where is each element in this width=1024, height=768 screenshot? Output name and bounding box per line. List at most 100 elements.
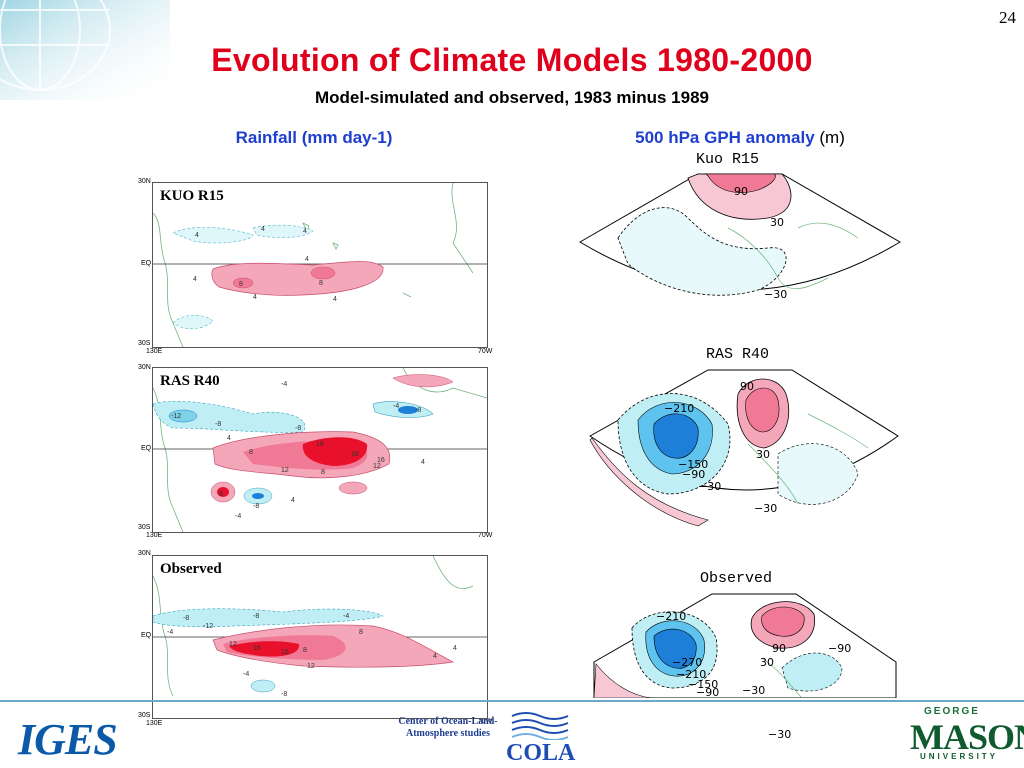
gmu-logo-george: GEORGE [924,706,980,717]
contour-label: 4 [305,256,309,263]
contour-label: 4 [193,276,197,283]
contour-label: -8 [253,613,259,620]
contour-label: -8 [295,425,301,432]
lat-bottom-label: 30S [138,524,151,531]
cola-caption: Center of Ocean-Land-Atmosphere studies [398,716,498,739]
contour-label: 8 [239,281,243,288]
lat-eq-label: EQ [141,260,152,267]
contour-label: 4 [333,296,337,303]
gph-heading-text: 500 hPa GPH anomaly [635,128,815,147]
contour-label: 8 [219,491,223,498]
contour-label: -4 [281,381,287,388]
gph-heading: 500 hPa GPH anomaly (m) [590,128,890,148]
lat-bottom-label: 30S [138,712,151,719]
contour-label: -4 [393,403,399,410]
lat-top-label: 30N [138,178,151,185]
contour-label: 4 [453,645,457,652]
contour-label: 16 [281,649,289,656]
contour-label: -4 [235,513,241,520]
contour-label: -8 [281,691,287,698]
lon-right-label: 70W [478,532,493,539]
lon-left-label: 130E [146,720,163,727]
gph-contour-label: −30 [754,502,777,515]
panel-label-observed: Observed [158,561,224,578]
contour-label: 8 [249,449,253,456]
gph-map-title-observed: Observed [700,570,773,587]
gph-contour-label: −150 [688,678,718,691]
gph-contour-label: −90 [696,686,719,698]
rainfall-panel-kuo: 4 4 4 4 8 8 4 4 4 KUO R15 [152,182,488,348]
gph-contour-label: −30 [742,684,765,697]
contour-label: -4 [167,629,173,636]
contour-label: 16 [253,645,261,652]
gph-map-title-kuo: Kuo R15 [696,151,760,168]
gph-contour-label-bottom: −30 [768,728,792,741]
gmu-logo-mason: MASON [910,717,1024,757]
contour-label: 4 [261,226,265,233]
contour-label: 8 [319,280,323,287]
gph-contour-label: −90 [828,642,851,655]
panel-label-kuo: KUO R15 [158,188,226,205]
iges-logo: IGES [18,715,118,764]
contour-label: 4 [195,232,199,239]
gph-contour-label: 30 [770,216,784,229]
rainfall-map-kuo: 4 4 4 4 8 8 4 4 4 [153,183,487,347]
gph-contour-label: 90 [772,642,786,655]
contour-label: 12 [281,467,289,474]
slide-subtitle: Model-simulated and observed, 1983 minus… [315,88,709,107]
contour-label: -12 [171,413,181,420]
gph-contour-label: −30 [698,480,721,493]
contour-label: 4 [253,294,257,301]
contour-label: 4 [421,459,425,466]
lat-bottom-label: 30S [138,340,151,347]
gph-contour-label: 30 [756,448,770,461]
contour-label: 12 [307,663,315,670]
gph-contour-label: −210 [656,610,686,623]
slide-title: Evolution of Climate Models 1980-2000 [211,42,813,78]
rainfall-heading: Rainfall (mm day-1) [235,128,393,147]
gph-contour-label: −270 [672,656,702,669]
gph-heading-unit: (m) [819,128,845,147]
gph-map-ras: −210 90 30 −150 −90 −30 −30 [589,369,899,527]
lat-top-label: 30N [138,364,151,371]
contour-label: -8 [253,503,259,510]
gph-contour-label: −210 [676,668,706,681]
contour-label: 8 [321,469,325,476]
globe-decoration [0,0,170,100]
gph-contour-label: 90 [740,380,754,393]
contour-label: 4 [433,653,437,660]
gmu-logo-university: UNIVERSITY [920,752,999,761]
gph-map-kuo: 90 30 −30 [579,173,901,301]
contour-label: -4 [243,671,249,678]
gph-map-observed: −210 90 −90 −270 −210 30 −150 −90 −30 −3… [593,593,897,698]
contour-label: 4 [291,497,295,504]
gph-contour-label: −90 [682,468,705,481]
contour-label: 12 [229,641,237,648]
contour-label: 16 [316,441,324,448]
contour-label: 4 [303,228,307,235]
contour-label: 8 [303,647,307,654]
page-number: 24 [999,8,1016,27]
lat-eq-label: EQ [141,632,152,639]
contour-label: 12 [373,463,381,470]
lat-eq-label: EQ [141,445,152,452]
cola-waves-icon [511,712,569,740]
gph-map-title-ras: RAS R40 [706,346,770,363]
gph-contour-label: −150 [678,458,708,471]
contour-label: -8 [415,407,421,414]
contour-label: -8 [215,421,221,428]
rainfall-map-observed: -8 -4 -12 -8 -4 12 16 16 8 12 8 4 4 -4 -… [153,556,487,698]
contour-label: 4 [227,435,231,442]
contour-label: -4 [343,613,349,620]
contour-label: -12 [203,623,213,630]
cola-logo: COLA [506,740,576,766]
footer-divider [0,700,1024,702]
rainfall-panel-observed: -8 -4 -12 -8 -4 12 16 16 8 12 8 4 4 -4 -… [152,555,488,719]
contour-label: 16 [351,451,359,458]
gph-contour-label: −30 [764,288,787,301]
lon-right-label: 70W [478,348,493,355]
contour-label: 8 [359,629,363,636]
gph-contour-label: 30 [760,656,774,669]
rainfall-map-ras: -12 -8 -8 -4 -4 -8 4 8 12 16 16 8 12 16 … [153,368,487,532]
rainfall-panel-ras: -12 -8 -8 -4 -4 -8 4 8 12 16 16 8 12 16 … [152,367,488,533]
